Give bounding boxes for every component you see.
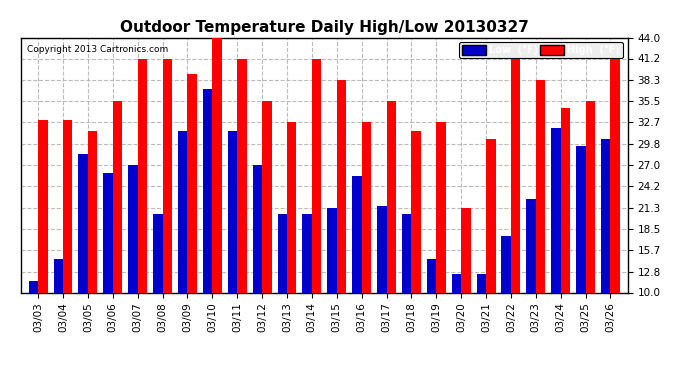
Bar: [287, 122, 297, 368]
Bar: [163, 58, 172, 368]
Bar: [526, 199, 536, 368]
Bar: [38, 120, 48, 368]
Bar: [477, 274, 486, 368]
Bar: [502, 236, 511, 368]
Bar: [561, 108, 570, 368]
Bar: [138, 58, 147, 368]
Bar: [262, 101, 272, 368]
Bar: [188, 74, 197, 368]
Bar: [29, 281, 38, 368]
Bar: [337, 80, 346, 368]
Bar: [452, 274, 461, 368]
Bar: [153, 214, 163, 368]
Bar: [128, 165, 138, 368]
Bar: [377, 206, 386, 368]
Bar: [511, 58, 520, 368]
Bar: [362, 122, 371, 368]
Bar: [551, 128, 561, 368]
Bar: [253, 165, 262, 368]
Bar: [203, 88, 213, 368]
Bar: [486, 139, 495, 368]
Bar: [277, 214, 287, 368]
Bar: [104, 172, 112, 368]
Bar: [586, 101, 595, 368]
Bar: [63, 120, 72, 368]
Bar: [213, 38, 221, 368]
Bar: [112, 101, 122, 368]
Bar: [611, 56, 620, 368]
Bar: [411, 131, 421, 368]
Bar: [576, 146, 586, 368]
Bar: [237, 58, 246, 368]
Bar: [352, 176, 362, 368]
Bar: [327, 208, 337, 368]
Title: Outdoor Temperature Daily High/Low 20130327: Outdoor Temperature Daily High/Low 20130…: [120, 20, 529, 35]
Bar: [436, 122, 446, 368]
Bar: [178, 131, 188, 368]
Bar: [228, 131, 237, 368]
Bar: [54, 259, 63, 368]
Legend: Low  (°F), High  (°F): Low (°F), High (°F): [459, 42, 623, 58]
Bar: [427, 259, 436, 368]
Bar: [536, 80, 545, 368]
Text: Copyright 2013 Cartronics.com: Copyright 2013 Cartronics.com: [27, 45, 168, 54]
Bar: [402, 214, 411, 368]
Bar: [601, 139, 611, 368]
Bar: [461, 208, 471, 368]
Bar: [386, 101, 396, 368]
Bar: [312, 58, 322, 368]
Bar: [88, 131, 97, 368]
Bar: [79, 154, 88, 368]
Bar: [302, 214, 312, 368]
